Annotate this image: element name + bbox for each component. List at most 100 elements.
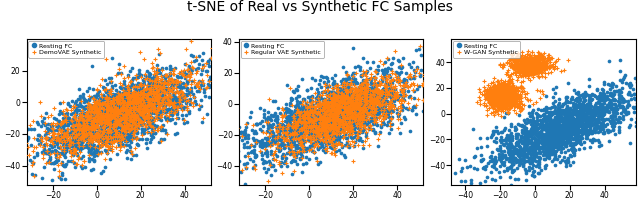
Point: [282, 135, 292, 138]
Point: [500, 84, 510, 87]
Point: [51, 150, 61, 153]
Point: [59, 130, 69, 133]
Point: [129, 101, 139, 104]
Point: [335, 101, 345, 104]
Point: [45, 151, 55, 154]
Point: [368, 103, 378, 106]
Point: [508, 67, 518, 70]
Point: [67, 119, 77, 122]
Point: [515, 69, 525, 73]
Point: [348, 115, 358, 119]
Point: [99, 117, 109, 120]
Point: [568, 122, 579, 125]
Point: [115, 82, 125, 85]
Point: [515, 102, 525, 105]
Point: [379, 97, 389, 100]
Point: [131, 94, 141, 98]
Point: [364, 112, 374, 116]
Point: [82, 106, 92, 109]
Point: [348, 104, 358, 107]
Point: [426, 74, 436, 77]
Point: [508, 84, 518, 87]
Point: [499, 82, 509, 85]
Point: [609, 111, 619, 114]
Point: [328, 121, 339, 124]
Point: [332, 106, 342, 110]
Point: [349, 110, 360, 114]
Point: [192, 82, 202, 85]
Point: [529, 63, 540, 66]
Point: [164, 81, 175, 84]
Point: [316, 116, 326, 120]
Point: [66, 140, 76, 143]
Point: [349, 105, 360, 109]
Point: [81, 132, 91, 135]
Point: [155, 88, 165, 91]
Point: [336, 107, 346, 110]
Point: [409, 96, 419, 100]
Point: [317, 114, 327, 117]
Point: [369, 102, 380, 105]
Point: [572, 140, 582, 143]
Point: [552, 67, 563, 70]
Point: [147, 88, 157, 91]
Point: [392, 80, 402, 83]
Point: [489, 139, 499, 142]
Point: [100, 125, 111, 129]
Point: [520, 135, 531, 138]
Point: [161, 100, 171, 103]
Point: [99, 97, 109, 101]
Point: [505, 140, 515, 143]
Point: [520, 134, 530, 137]
Point: [490, 88, 500, 91]
Point: [322, 113, 332, 116]
Point: [561, 95, 571, 99]
Point: [598, 88, 609, 91]
Point: [332, 109, 342, 112]
Point: [97, 122, 108, 126]
Point: [534, 145, 545, 148]
Point: [186, 70, 196, 74]
Point: [138, 105, 148, 109]
Point: [492, 141, 502, 144]
Point: [482, 89, 492, 92]
Point: [266, 113, 276, 117]
Point: [310, 130, 320, 133]
Point: [131, 85, 141, 88]
Point: [311, 137, 321, 141]
Point: [375, 102, 385, 105]
Point: [132, 90, 143, 93]
Point: [83, 117, 93, 120]
Point: [241, 146, 252, 149]
Point: [316, 102, 326, 105]
Point: [61, 140, 72, 143]
Point: [345, 102, 355, 105]
Point: [490, 96, 500, 100]
Point: [57, 140, 67, 143]
Point: [90, 99, 100, 102]
Point: [307, 138, 317, 141]
Point: [334, 134, 344, 138]
Point: [360, 86, 371, 90]
Point: [85, 132, 95, 135]
Point: [116, 98, 127, 101]
Point: [495, 95, 506, 98]
Point: [348, 71, 358, 75]
Point: [160, 106, 170, 110]
Point: [343, 101, 353, 104]
Point: [79, 130, 89, 133]
Point: [530, 65, 540, 69]
Point: [518, 80, 528, 83]
Point: [538, 145, 548, 148]
Point: [283, 118, 293, 121]
Point: [129, 118, 140, 121]
Point: [97, 101, 107, 104]
Point: [177, 90, 188, 94]
Point: [181, 105, 191, 108]
Point: [490, 103, 500, 107]
Point: [284, 150, 294, 153]
Point: [116, 97, 127, 100]
Point: [282, 127, 292, 130]
Point: [519, 62, 529, 66]
Point: [404, 130, 415, 133]
